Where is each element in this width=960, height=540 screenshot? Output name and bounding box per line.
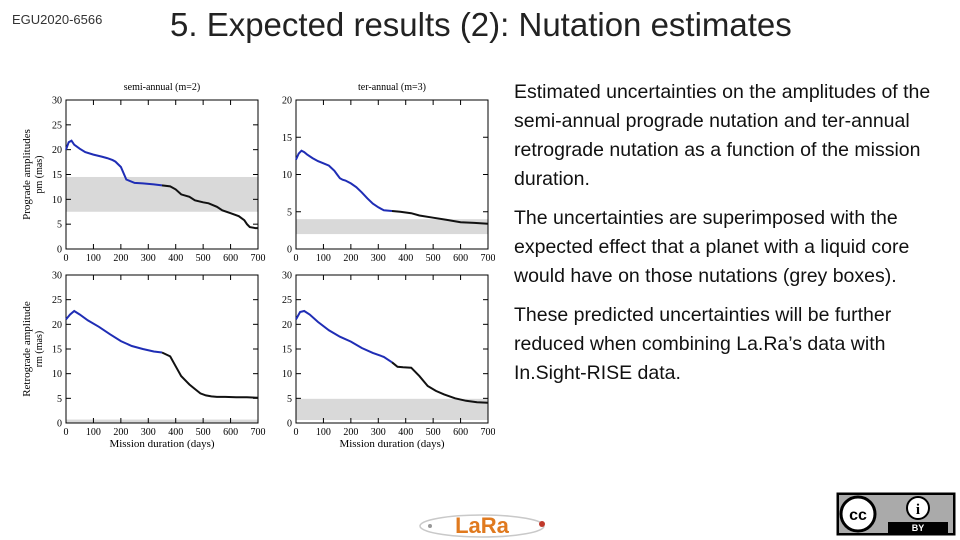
panel-1-ytick-label: 25	[52, 120, 62, 131]
panel-4-ytick-label: 0	[287, 419, 292, 430]
attribution-icon	[906, 496, 930, 520]
panel-1-xtick-label: 100	[86, 253, 101, 264]
panel-3-xtick-label: 100	[86, 427, 101, 438]
panel-1-xtick-label: 600	[223, 253, 238, 264]
panel-1-ytick-label: 10	[52, 195, 62, 206]
panel-3-ytick-label: 0	[57, 419, 62, 430]
panel-4-grey-box	[296, 398, 488, 421]
panel-3-frame	[65, 274, 259, 424]
bullet-list: Estimated uncertainties on the amplitude…	[514, 78, 939, 398]
lara-logo: LaRa	[419, 513, 545, 538]
panel-3-ytick-label: 15	[52, 345, 62, 356]
panel-2-xtick-label: 100	[316, 253, 331, 264]
panel-4-ytick-label: 20	[282, 320, 292, 331]
panel-4-ytick-label: 25	[282, 295, 292, 306]
panel-4-ytick-label: 10	[282, 369, 292, 380]
panel-2-xtick-label: 700	[481, 253, 496, 264]
panel-1-xtick-label: 500	[196, 253, 211, 264]
panel-3-ytick-label: 10	[52, 369, 62, 380]
panel-3-ytick-label: 25	[52, 295, 62, 306]
panel-3-xtick-label: 600	[223, 427, 238, 438]
panel-1-ytick-label: 0	[57, 245, 62, 256]
panel-2-xtick-label: 400	[398, 253, 413, 264]
panel-3-xtick-label: 0	[64, 427, 69, 438]
panel-3-xlabel: Mission duration (days)	[109, 438, 214, 450]
panel-4-xtick-label: 400	[398, 427, 413, 438]
panel-2-ytick-label: 10	[282, 170, 292, 181]
panel-1-grey-box	[66, 176, 258, 212]
panel-1-ytick-label: 30	[52, 96, 62, 107]
panel-4-xtick-label: 500	[426, 427, 441, 438]
panel-3-xtick-label: 700	[251, 427, 266, 438]
panel-1-xtick-label: 300	[141, 253, 156, 264]
panel-4-series-early	[295, 309, 393, 364]
panel-2-xtick-label: 0	[294, 253, 299, 264]
panel-4-ytick-label: 15	[282, 345, 292, 356]
panel-4-ytick-label: 30	[282, 271, 292, 282]
panel-2-title: ter-annual (m=3)	[358, 82, 426, 93]
panel-1-series-early	[65, 139, 163, 187]
panel-3-grey-box	[66, 419, 258, 423]
panel-1-ytick-label: 5	[57, 220, 62, 231]
panel-4-ytick-label: 5	[287, 394, 292, 405]
cc-icon	[839, 495, 877, 533]
panel-4-xtick-label: 200	[343, 427, 358, 438]
panel-3-xtick-label: 200	[113, 427, 128, 438]
panel-1-ytick-label: 15	[52, 170, 62, 181]
bullet-1: Estimated uncertainties on the amplitude…	[514, 81, 931, 190]
slide-title: 5. Expected results (2): Nutation estima…	[170, 6, 792, 43]
panel-2-ytick-label: 20	[282, 96, 292, 107]
panel-1-ylabel-sub: pm (mas)	[34, 155, 45, 193]
panel-2-grey-box	[296, 219, 488, 235]
nutation-figure: 0 100 200 300 400 500 600 700051015202530semi-a…	[21, 82, 496, 450]
logo-text: LaRa	[455, 513, 510, 538]
panel-4-xtick-label: 700	[481, 427, 496, 438]
panel-2-ytick-label: 5	[287, 207, 292, 218]
panel-2-xtick-label: 500	[426, 253, 441, 264]
panel-3-ytick-label: 5	[57, 394, 62, 405]
panel-4-series-late	[391, 361, 489, 404]
panel-1-xtick-label: 200	[113, 253, 128, 264]
panel-4-xlabel: Mission duration (days)	[339, 438, 444, 450]
panel-1-series-late	[161, 184, 258, 230]
panel-3-series-early	[65, 309, 163, 354]
panel-2-ytick-label: 15	[282, 133, 292, 144]
panel-3-xtick-label: 400	[168, 427, 183, 438]
panel-1-ylabel: Prograde amplitudes	[21, 129, 33, 220]
cc-by-license-badge[interactable]: cc i BY	[836, 492, 956, 536]
panel-1-xtick-label: 700	[251, 253, 266, 264]
panel-1-ytick-label: 20	[52, 145, 62, 156]
bullet-2: The uncertainties are superimposed with …	[514, 207, 910, 287]
panel-3-ytick-label: 30	[52, 271, 62, 282]
panel-3-ylabel: Retrograde amplitude	[21, 301, 33, 397]
panel-4-xtick-label: 0	[294, 427, 299, 438]
panel-2-xtick-label: 200	[343, 253, 358, 264]
cc-label: cc	[849, 507, 867, 524]
panel-2-series-late	[391, 210, 489, 225]
panel-4-xtick-label: 600	[453, 427, 468, 438]
by-label: BY	[912, 523, 925, 533]
panel-1-frame	[65, 99, 259, 250]
attribution-label: i	[916, 502, 920, 518]
panel-1-xtick-label: 400	[168, 253, 183, 264]
panel-3-xtick-label: 300	[141, 427, 156, 438]
panel-4-xtick-label: 100	[316, 427, 331, 438]
panel-1-xtick-label: 0	[64, 253, 69, 264]
panel-2-ytick-label: 0	[287, 245, 292, 256]
panel-2-xtick-label: 300	[371, 253, 386, 264]
panel-3-ytick-label: 20	[52, 320, 62, 331]
panel-1-title: semi-annual (m=2)	[124, 82, 200, 93]
panel-2-xtick-label: 600	[453, 253, 468, 264]
conference-tag: EGU2020-6566	[12, 12, 103, 27]
panel-3-series-late	[161, 351, 259, 399]
bullet-3: These predicted uncertainties will be fu…	[514, 304, 892, 384]
panel-2-series-early	[295, 149, 393, 212]
panel-4-xtick-label: 300	[371, 427, 386, 438]
panel-3-xtick-label: 500	[196, 427, 211, 438]
panel-3-ylabel-sub: rm (mas)	[34, 331, 45, 367]
